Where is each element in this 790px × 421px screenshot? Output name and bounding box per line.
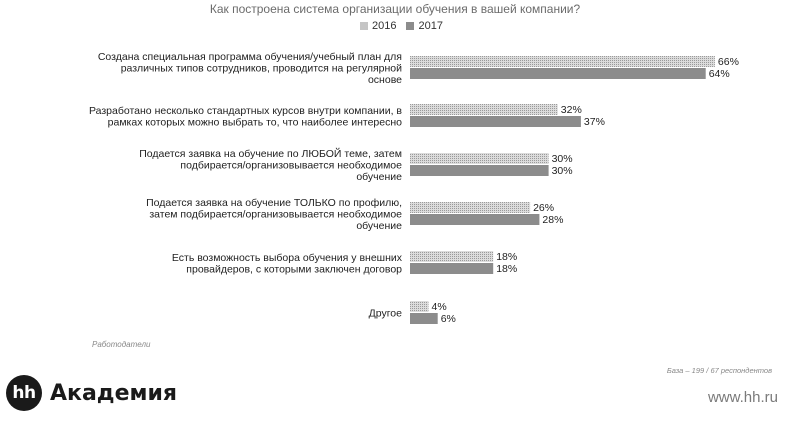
data-label-2017: 37% [584,116,605,128]
data-label-2016: 30% [552,153,573,165]
bar-2017 [410,263,494,274]
legend-label-2016: 2016 [372,20,397,32]
data-label-2016: 4% [432,301,447,313]
site-url: www.hh.ru [707,389,778,406]
data-label-2017: 30% [552,165,573,177]
sample-base-note: База – 199 / 67 респондентов [666,366,772,375]
legend-label-2017: 2017 [418,20,443,32]
data-label-2016: 18% [496,251,517,263]
bar-2016 [410,104,558,115]
category-label-line: затем подбирается/организовывается необх… [149,209,402,221]
bar-2016 [410,301,429,312]
bar-2016 [410,251,494,262]
category-label: Другое [369,308,403,320]
category-label-line: Разработано несколько стандартных курсов… [89,105,402,117]
bar-2017 [410,165,549,176]
legend-item-2017: 2017 [406,20,443,32]
category-label: Разработано несколько стандартных курсов… [89,105,402,129]
data-label-2017: 28% [542,214,563,226]
category-label-line: Есть возможность выбора обучения у внешн… [172,252,403,264]
bar-2017 [410,68,706,79]
data-label-2016: 32% [561,104,582,116]
legend-swatch-2016 [360,22,368,30]
chart-legend: 2016 2017 [360,20,443,32]
category-label-line: рамках которых можно выбрать то, что наи… [108,116,402,128]
category-label: Подается заявка на обучение ТОЛЬКО по пр… [146,197,402,232]
data-label-2017: 6% [441,313,456,325]
bar-2016 [410,56,715,67]
bar-2017 [410,313,438,324]
bar-2016 [410,153,549,164]
category-label-line: основе [368,74,402,86]
hh-logo-icon: hh [6,375,42,411]
category-label-line: Подается заявка на обучение ТОЛЬКО по пр… [146,197,402,209]
bar-2017 [410,116,581,127]
logo-text: Академия [50,380,178,406]
category-label-line: подбирается/организовывается необходимое [180,160,402,172]
data-label-2017: 64% [709,68,730,80]
category-label-line: провайдеров, с которыми заключен договор [186,263,402,275]
bar-2016 [410,202,531,213]
data-label-2016: 26% [533,202,554,214]
hh-academy-logo: hh Академия [6,375,177,411]
bar-chart: Создана специальная программа обучения/у… [89,51,739,325]
bar-2017 [410,214,540,225]
legend-swatch-2017 [406,22,415,30]
category-label-line: Создана специальная программа обучения/у… [98,51,402,63]
data-label-2016: 66% [718,56,739,68]
category-label-line: Подается заявка на обучение по ЛЮБОЙ тем… [139,147,402,160]
data-label-2017: 18% [496,263,517,275]
category-label: Создана специальная программа обучения/у… [98,51,402,86]
respondent-group-note: Работодатели [92,340,151,349]
legend-item-2016: 2016 [360,20,396,32]
category-label-line: обучение [356,171,402,183]
category-label-line: различных типов сотрудников, проводится … [121,63,402,75]
category-label: Подается заявка на обучение по ЛЮБОЙ тем… [139,147,402,183]
category-label-line: Другое [369,308,403,320]
category-label: Есть возможность выбора обучения у внешн… [172,252,403,276]
chart-title: Как построена система организации обучен… [209,2,581,16]
category-label-line: обучение [356,220,402,232]
